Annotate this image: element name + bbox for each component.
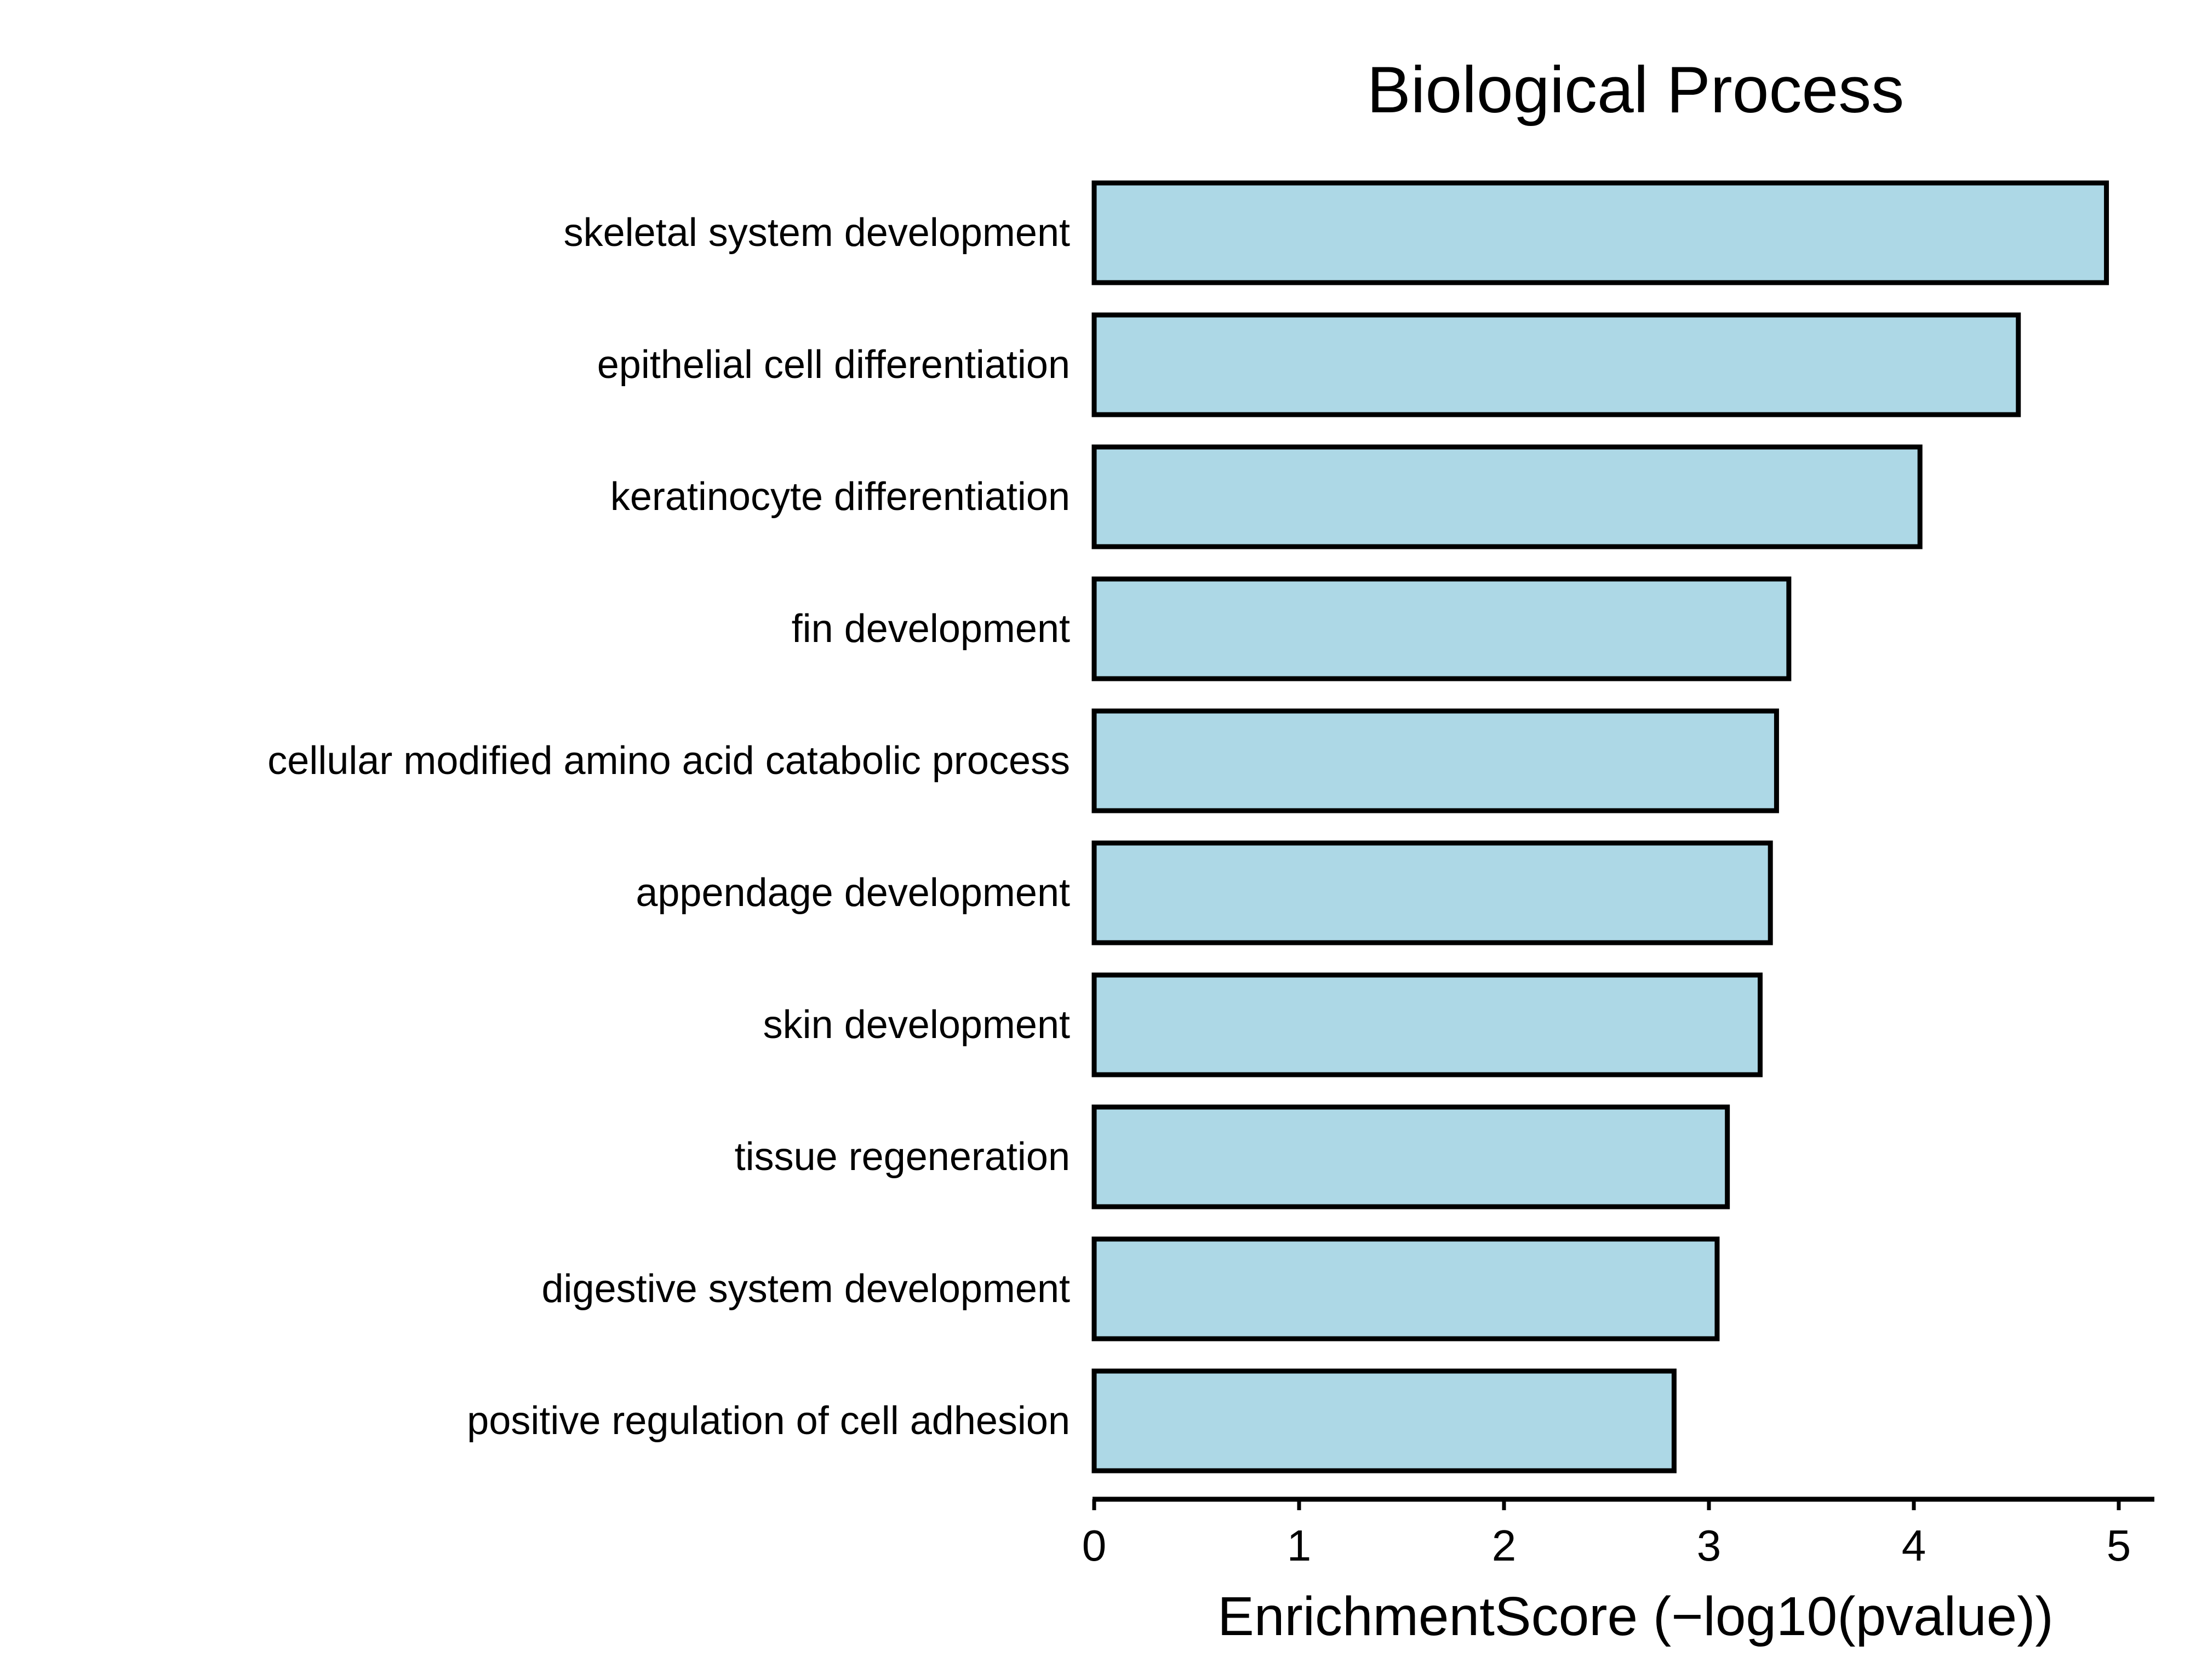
bar-7 — [1091, 972, 1763, 1077]
x-tick-label-1: 1 — [1287, 1521, 1312, 1570]
category-label-2: epithelial cell differentiation — [597, 343, 1070, 387]
x-tick-label-2: 2 — [1492, 1521, 1517, 1570]
x-tick-label-4: 4 — [1902, 1521, 1926, 1570]
category-label-8: tissue regeneration — [735, 1135, 1070, 1179]
category-label-6: appendage development — [636, 871, 1070, 915]
category-label-3: keratinocyte differentiation — [610, 475, 1070, 519]
category-label-1: skeletal system development — [564, 211, 1070, 255]
category-labels: skeletal system development epithelial ce… — [267, 211, 1070, 1443]
category-label-4: fin development — [792, 607, 1070, 651]
bar-1 — [1091, 180, 2109, 285]
bar-8 — [1091, 1104, 1730, 1209]
x-tick-label-3: 3 — [1697, 1521, 1722, 1570]
category-label-10: positive regulation of cell adhesion — [467, 1399, 1070, 1443]
bar-5 — [1091, 708, 1779, 813]
category-label-5: cellular modified amino acid catabolic p… — [267, 739, 1070, 783]
x-axis-title: EnrichmentScore (−log10(pvalue)) — [1217, 1586, 2054, 1647]
x-axis: 0 1 2 3 4 5 — [1082, 1496, 2154, 1570]
chart-title: Biological Process — [1367, 53, 1904, 127]
bar-6 — [1091, 840, 1773, 945]
bar-2 — [1091, 312, 2021, 417]
bar-10 — [1091, 1368, 1677, 1473]
x-tick-label-5: 5 — [2107, 1521, 2131, 1570]
bar-3 — [1091, 444, 1923, 549]
x-tick-label-0: 0 — [1082, 1521, 1107, 1570]
category-label-7: skin development — [763, 1003, 1070, 1047]
bar-4 — [1091, 576, 1792, 681]
category-label-9: digestive system development — [542, 1267, 1070, 1311]
bars-group — [1091, 180, 2109, 1473]
bar-9 — [1091, 1236, 1720, 1341]
